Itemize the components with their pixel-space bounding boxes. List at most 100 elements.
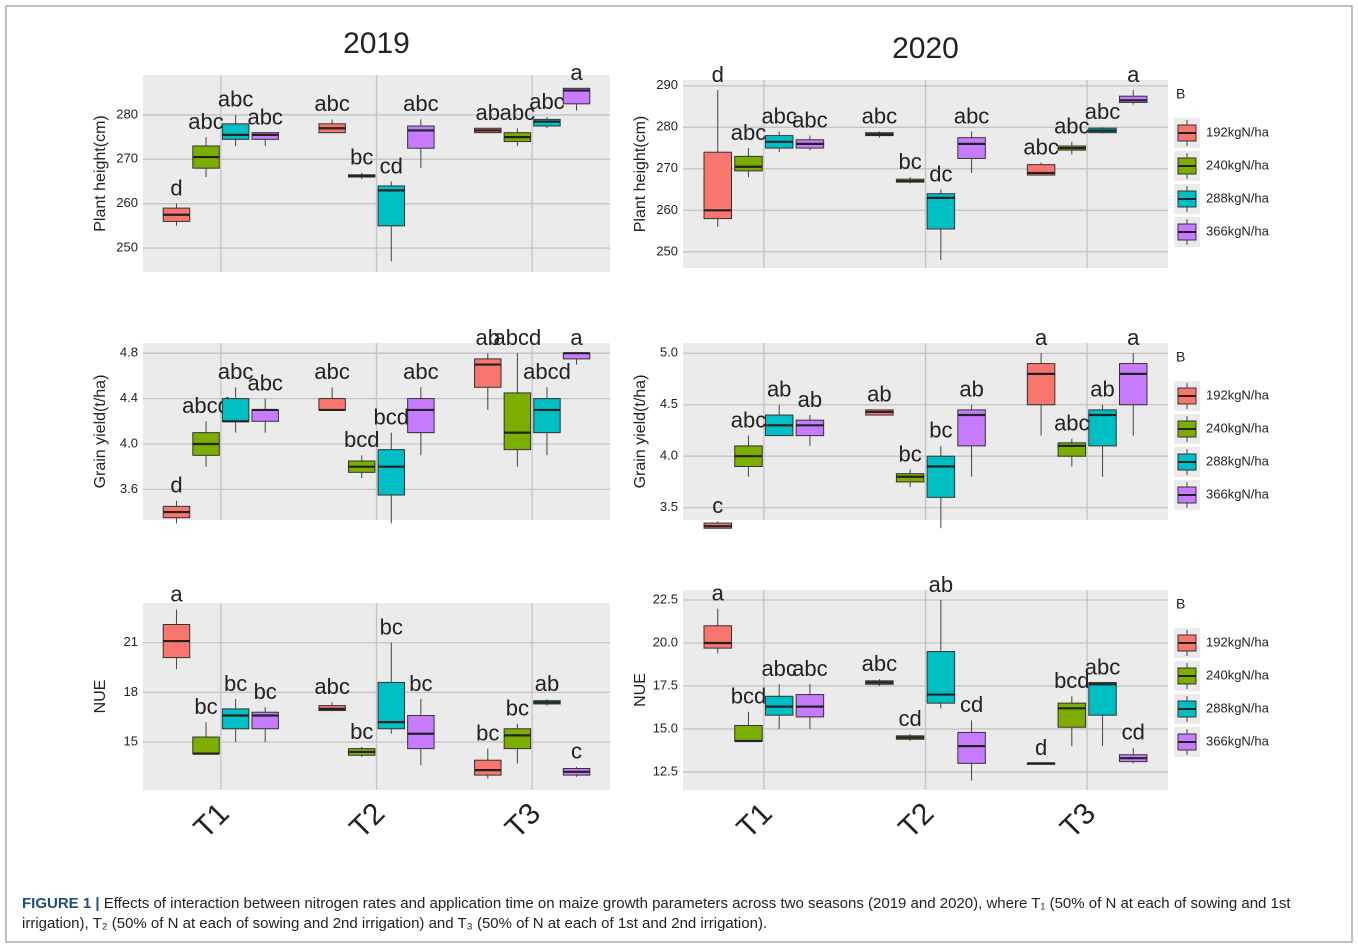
y-tick-label: 17.5 [653, 677, 678, 692]
significance-label: abc [218, 87, 253, 112]
legend-label: 192kgN/ha [1206, 124, 1270, 139]
legend-label: 288kgN/ha [1206, 190, 1270, 205]
significance-label: cd [1122, 720, 1145, 745]
significance-label: bc [506, 696, 529, 721]
y-tick-label: 20.0 [653, 634, 678, 649]
significance-label: abc [314, 91, 349, 116]
y-axis-label: Grain yield(t/ha) [632, 375, 649, 489]
significance-label: ab [476, 325, 500, 350]
y-tick-label: 5.0 [660, 345, 678, 360]
significance-label: bc [380, 615, 403, 640]
y-tick-label: 15 [124, 733, 138, 748]
significance-label: abc [761, 103, 796, 128]
box [377, 185, 406, 227]
significance-label: abc [792, 107, 827, 132]
significance-label: ab [798, 387, 822, 412]
significance-label: ab [929, 572, 953, 597]
significance-label: d [170, 175, 182, 200]
significance-label: abc [731, 407, 766, 432]
significance-label: bc [929, 418, 952, 443]
y-axis-label: Plant height(cm) [632, 116, 649, 233]
x-tick-label: T1 [188, 797, 236, 845]
significance-label: abc [218, 359, 253, 384]
significance-label: a [1127, 62, 1140, 87]
box [407, 715, 435, 750]
significance-label: cd [380, 153, 403, 178]
y-tick-label: 12.5 [653, 763, 678, 778]
significance-label: abc [314, 674, 349, 699]
significance-label: a [570, 325, 583, 350]
y-tick-label: 4.0 [120, 435, 138, 450]
box [795, 419, 825, 437]
significance-label: abc [500, 100, 535, 125]
legend-label: 240kgN/ha [1206, 420, 1270, 435]
legend-label: 366kgN/ha [1206, 733, 1270, 748]
significance-label: cd [960, 692, 983, 717]
box [1088, 682, 1117, 716]
significance-label: bc [350, 144, 373, 169]
significance-label: abc [954, 103, 989, 128]
y-tick-label: 250 [656, 243, 678, 258]
caption: FIGURE 1 | Effects of interaction betwee… [22, 894, 1340, 934]
significance-label: bc [194, 694, 217, 719]
significance-label: ab [1090, 377, 1114, 402]
box [926, 193, 956, 230]
legend-label: 192kgN/ha [1206, 387, 1270, 402]
legend-label: 366kgN/ha [1206, 486, 1270, 501]
significance-label: bc [409, 671, 432, 696]
box [318, 398, 346, 411]
box [474, 759, 502, 776]
significance-label: abc [188, 109, 223, 134]
legend-title: B [1176, 596, 1185, 612]
significance-label: cd [899, 706, 922, 731]
significance-label: abc [1023, 134, 1058, 159]
y-tick-label: 280 [116, 106, 138, 121]
significance-label: a [1127, 325, 1140, 350]
significance-label: bcd [344, 427, 379, 452]
box [407, 125, 435, 149]
significance-label: abc [862, 103, 897, 128]
box [474, 358, 502, 388]
significance-label: abc [1085, 654, 1120, 679]
significance-label: bc [254, 679, 277, 704]
box [734, 155, 763, 172]
legend-label: 240kgN/ha [1206, 157, 1270, 172]
y-tick-label: 260 [116, 195, 138, 210]
box [703, 151, 732, 220]
significance-label: abc [403, 359, 438, 384]
caption-label: FIGURE 1 | [22, 895, 100, 912]
significance-label: abc [403, 91, 438, 116]
significance-label: dc [929, 161, 952, 186]
box [957, 137, 986, 159]
legend-label: 288kgN/ha [1206, 453, 1270, 468]
significance-label: d [712, 62, 724, 87]
box [503, 392, 532, 451]
significance-label: bcd [374, 404, 409, 429]
significance-label: abc [1085, 99, 1120, 124]
significance-label: abc [1054, 114, 1089, 139]
y-tick-label: 4.0 [660, 448, 678, 463]
y-tick-label: 3.5 [660, 499, 678, 514]
significance-label: abcd [494, 325, 542, 350]
significance-label: bc [350, 719, 373, 744]
box [221, 123, 250, 140]
significance-label: ab [959, 377, 983, 402]
panel-title: 2020 [892, 32, 959, 65]
legend-label: 192kgN/ha [1206, 634, 1270, 649]
box [407, 398, 435, 434]
significance-label: a [170, 581, 183, 606]
box [734, 725, 763, 742]
significance-label: abc [314, 359, 349, 384]
significance-label: abc [529, 89, 564, 114]
significance-label: bc [224, 671, 247, 696]
x-tick-label: T2 [343, 797, 391, 845]
significance-label: d [170, 473, 182, 498]
box [703, 625, 732, 649]
caption-text: Effects of interaction between nitrogen … [22, 895, 1291, 932]
significance-label: abc [247, 370, 282, 395]
frame [5, 5, 1353, 943]
y-tick-label: 280 [656, 119, 678, 134]
box [377, 449, 406, 496]
legend-title: B [1176, 86, 1185, 102]
